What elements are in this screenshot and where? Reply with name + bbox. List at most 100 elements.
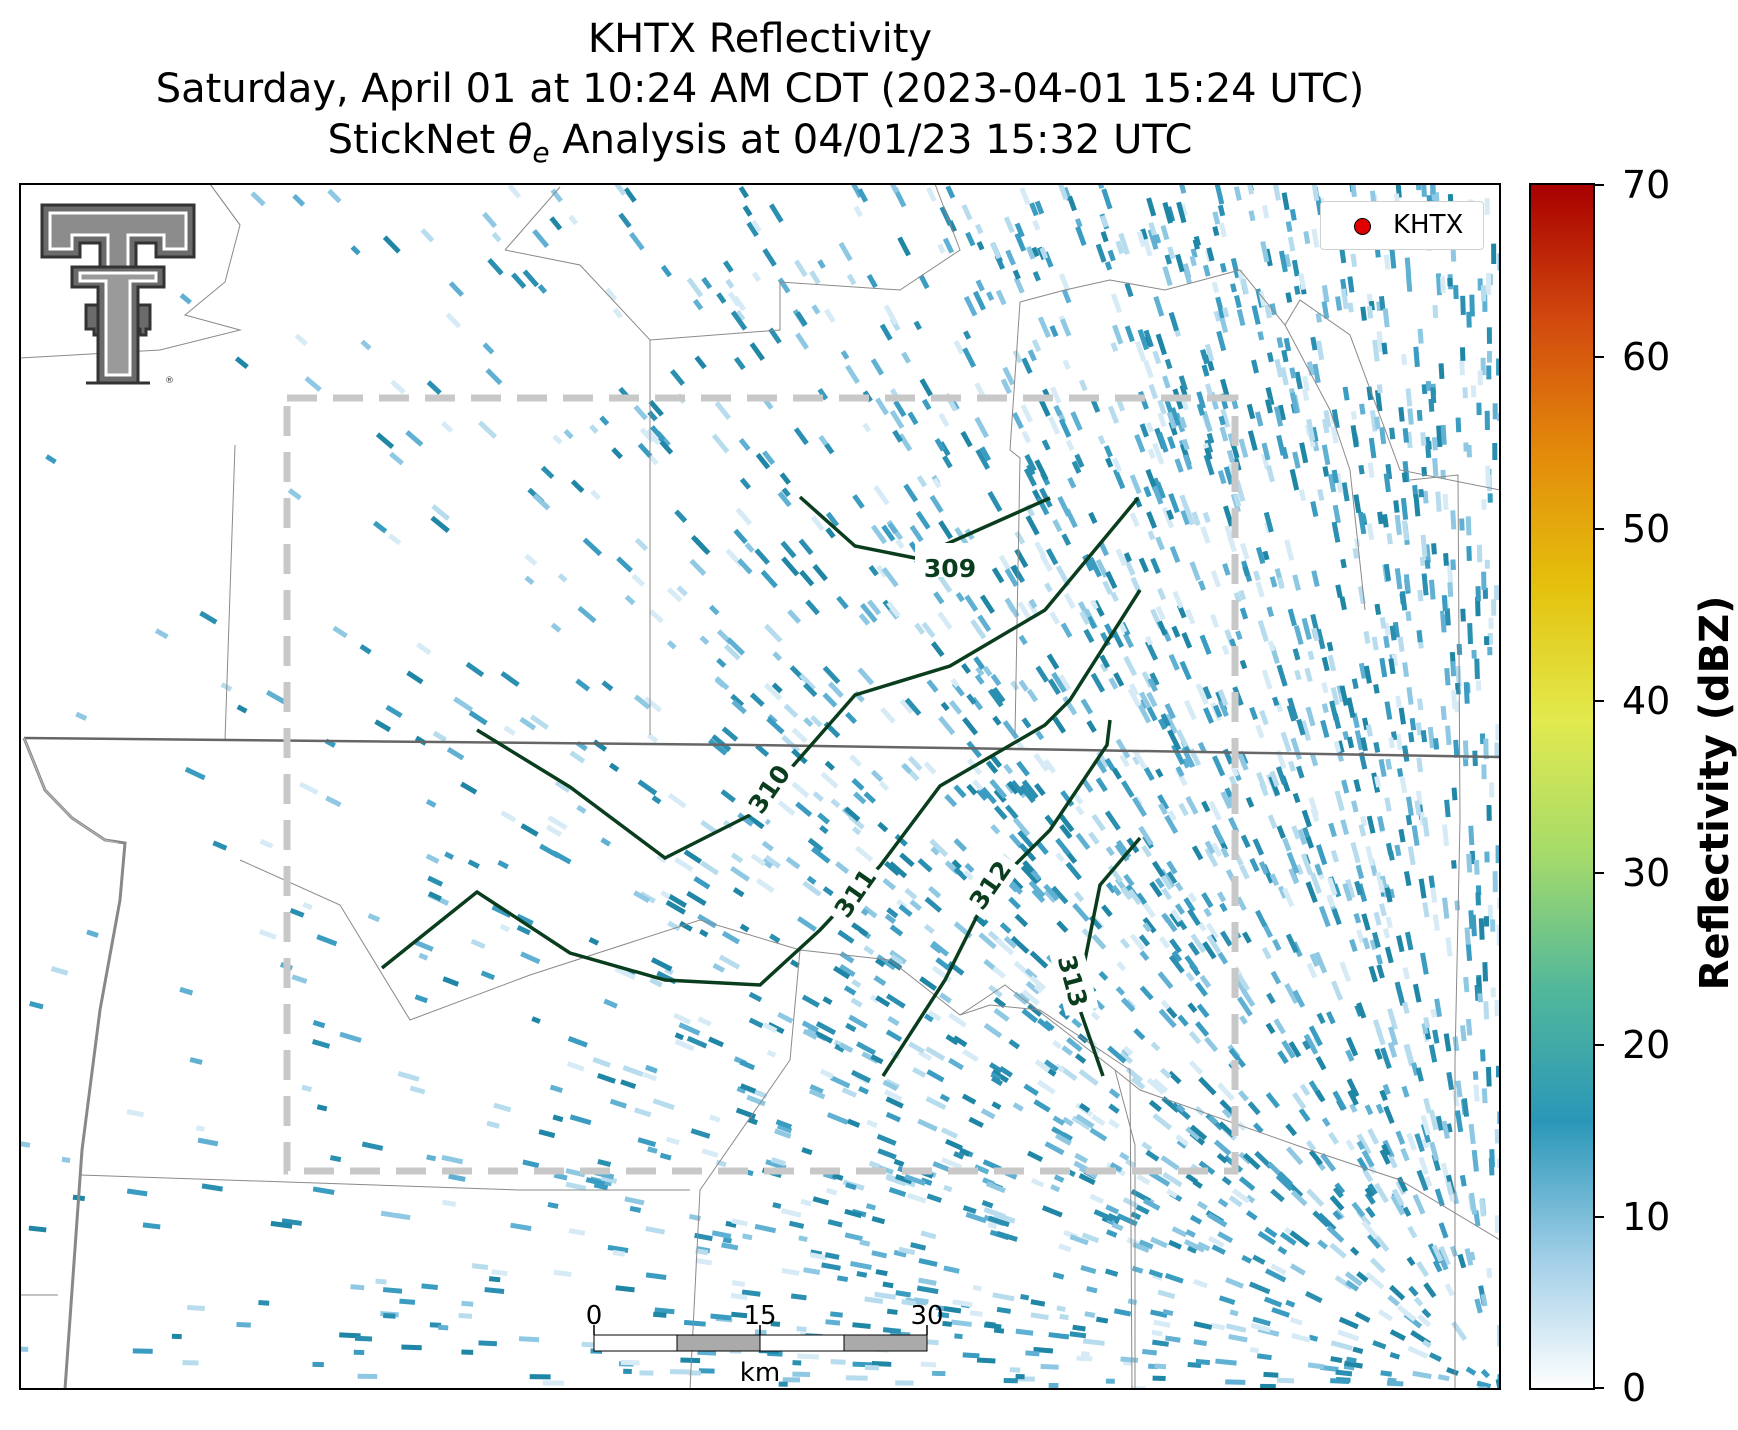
reflectivity-gate (1363, 631, 1371, 644)
reflectivity-gate (431, 504, 451, 521)
reflectivity-gate (1376, 384, 1383, 394)
reflectivity-gate (499, 923, 511, 933)
reflectivity-gate (809, 1252, 828, 1261)
reflectivity-gate (693, 876, 711, 890)
reflectivity-gate (1468, 825, 1475, 846)
reflectivity-gate (1211, 824, 1226, 845)
reflectivity-gate (1474, 1298, 1483, 1314)
reflectivity-gate (1180, 509, 1191, 526)
reflectivity-gate (1432, 1259, 1443, 1273)
reflectivity-gate (1182, 454, 1193, 471)
reflectivity-gate (1440, 469, 1446, 480)
reflectivity-gate (1430, 1008, 1437, 1018)
reflectivity-gate (1421, 1308, 1432, 1319)
reflectivity-gate (425, 853, 440, 864)
reflectivity-gate (772, 651, 783, 662)
reflectivity-gate (1483, 738, 1489, 760)
reflectivity-gate (1167, 1070, 1182, 1085)
reflectivity-gate (1201, 800, 1211, 813)
reflectivity-gate (1326, 641, 1334, 652)
reflectivity-gate (739, 923, 750, 933)
reflectivity-gate (1157, 432, 1169, 453)
reflectivity-gate (1175, 765, 1185, 778)
reflectivity-gate (1340, 819, 1350, 836)
reflectivity-gate (1338, 1316, 1359, 1330)
reflectivity-gate (830, 1311, 843, 1318)
reflectivity-gate (1166, 1006, 1178, 1019)
reflectivity-gate (730, 1293, 748, 1300)
reflectivity-gate (1060, 622, 1073, 638)
state-borders (22, 736, 1500, 1389)
reflectivity-gate (1179, 494, 1189, 510)
reflectivity-gate (1168, 1239, 1182, 1250)
reflectivity-gate (991, 567, 1005, 584)
reflectivity-gate (1171, 625, 1181, 638)
reflectivity-gate (1184, 954, 1199, 972)
reflectivity-gate (777, 491, 792, 508)
reflectivity-gate (1115, 548, 1128, 567)
reflectivity-gate (1034, 1059, 1051, 1073)
reflectivity-gate (1168, 954, 1185, 974)
reflectivity-gate (1263, 1371, 1279, 1378)
reflectivity-gate (1427, 726, 1435, 749)
reflectivity-gate (1075, 218, 1083, 228)
reflectivity-gate (714, 401, 732, 420)
reflectivity-gate (1198, 1076, 1217, 1096)
reflectivity-gate (1150, 1236, 1168, 1249)
reflectivity-gate (1371, 931, 1381, 949)
chart-title: KHTX Reflectivity (587, 16, 933, 62)
reflectivity-gate (1218, 415, 1226, 426)
reflectivity-gate (1188, 1060, 1204, 1075)
reflectivity-gate (1435, 491, 1442, 512)
reflectivity-gate (1059, 318, 1072, 337)
reflectivity-gate (1178, 416, 1188, 429)
reflectivity-gate (1417, 328, 1424, 344)
reflectivity-gate (405, 430, 424, 447)
reflectivity-gate (983, 1023, 1003, 1039)
reflectivity-gate (907, 411, 919, 426)
reflectivity-gate (622, 1065, 644, 1077)
reflectivity-gate (801, 1020, 819, 1033)
reflectivity-gate (294, 333, 308, 347)
reflectivity-gate (683, 1319, 706, 1327)
reflectivity-gate (919, 976, 938, 991)
reflectivity-gate (801, 994, 820, 1008)
reflectivity-gate (853, 791, 867, 805)
reflectivity-gate (1104, 1268, 1119, 1277)
reflectivity-gate (955, 592, 965, 603)
reflectivity-gate (869, 994, 880, 1004)
reflectivity-gate (28, 1225, 47, 1233)
reflectivity-gate (964, 862, 975, 873)
reflectivity-gate (985, 760, 999, 774)
reflectivity-gate (679, 920, 693, 932)
chart-subtitle-time: Saturday, April 01 at 10:24 AM CDT (2023… (155, 66, 1365, 112)
reflectivity-gate (708, 604, 720, 616)
reflectivity-gate (1141, 844, 1152, 858)
reflectivity-gate (1220, 791, 1233, 810)
reflectivity-gate (1388, 1155, 1398, 1169)
reflectivity-gate (962, 1352, 980, 1359)
reflectivity-gate (1012, 1102, 1024, 1112)
reflectivity-gate (1416, 1261, 1430, 1278)
reflectivity-gate (567, 1036, 588, 1048)
reflectivity-gate (943, 1184, 953, 1193)
reflectivity-gate (126, 1188, 148, 1197)
reflectivity-gate (953, 838, 967, 852)
reflectivity-gate (1447, 582, 1454, 597)
reflectivity-gate (738, 185, 749, 199)
reflectivity-gate (1424, 436, 1432, 458)
reflectivity-gate (547, 1201, 559, 1209)
reflectivity-gate (1404, 257, 1412, 276)
reflectivity-gate (1310, 613, 1321, 636)
reflectivity-gate (824, 308, 836, 323)
reflectivity-gate (764, 854, 781, 869)
reflectivity-gate (914, 622, 926, 635)
reflectivity-gate (1107, 405, 1120, 424)
reflectivity-gate (1277, 1050, 1289, 1065)
reflectivity-gate (1139, 423, 1149, 438)
reflectivity-gate (576, 804, 587, 814)
contour-312 (881, 719, 1112, 1077)
reflectivity-gate (1394, 514, 1402, 536)
reflectivity-gate (1315, 312, 1323, 323)
reflectivity-gate (1260, 241, 1270, 263)
